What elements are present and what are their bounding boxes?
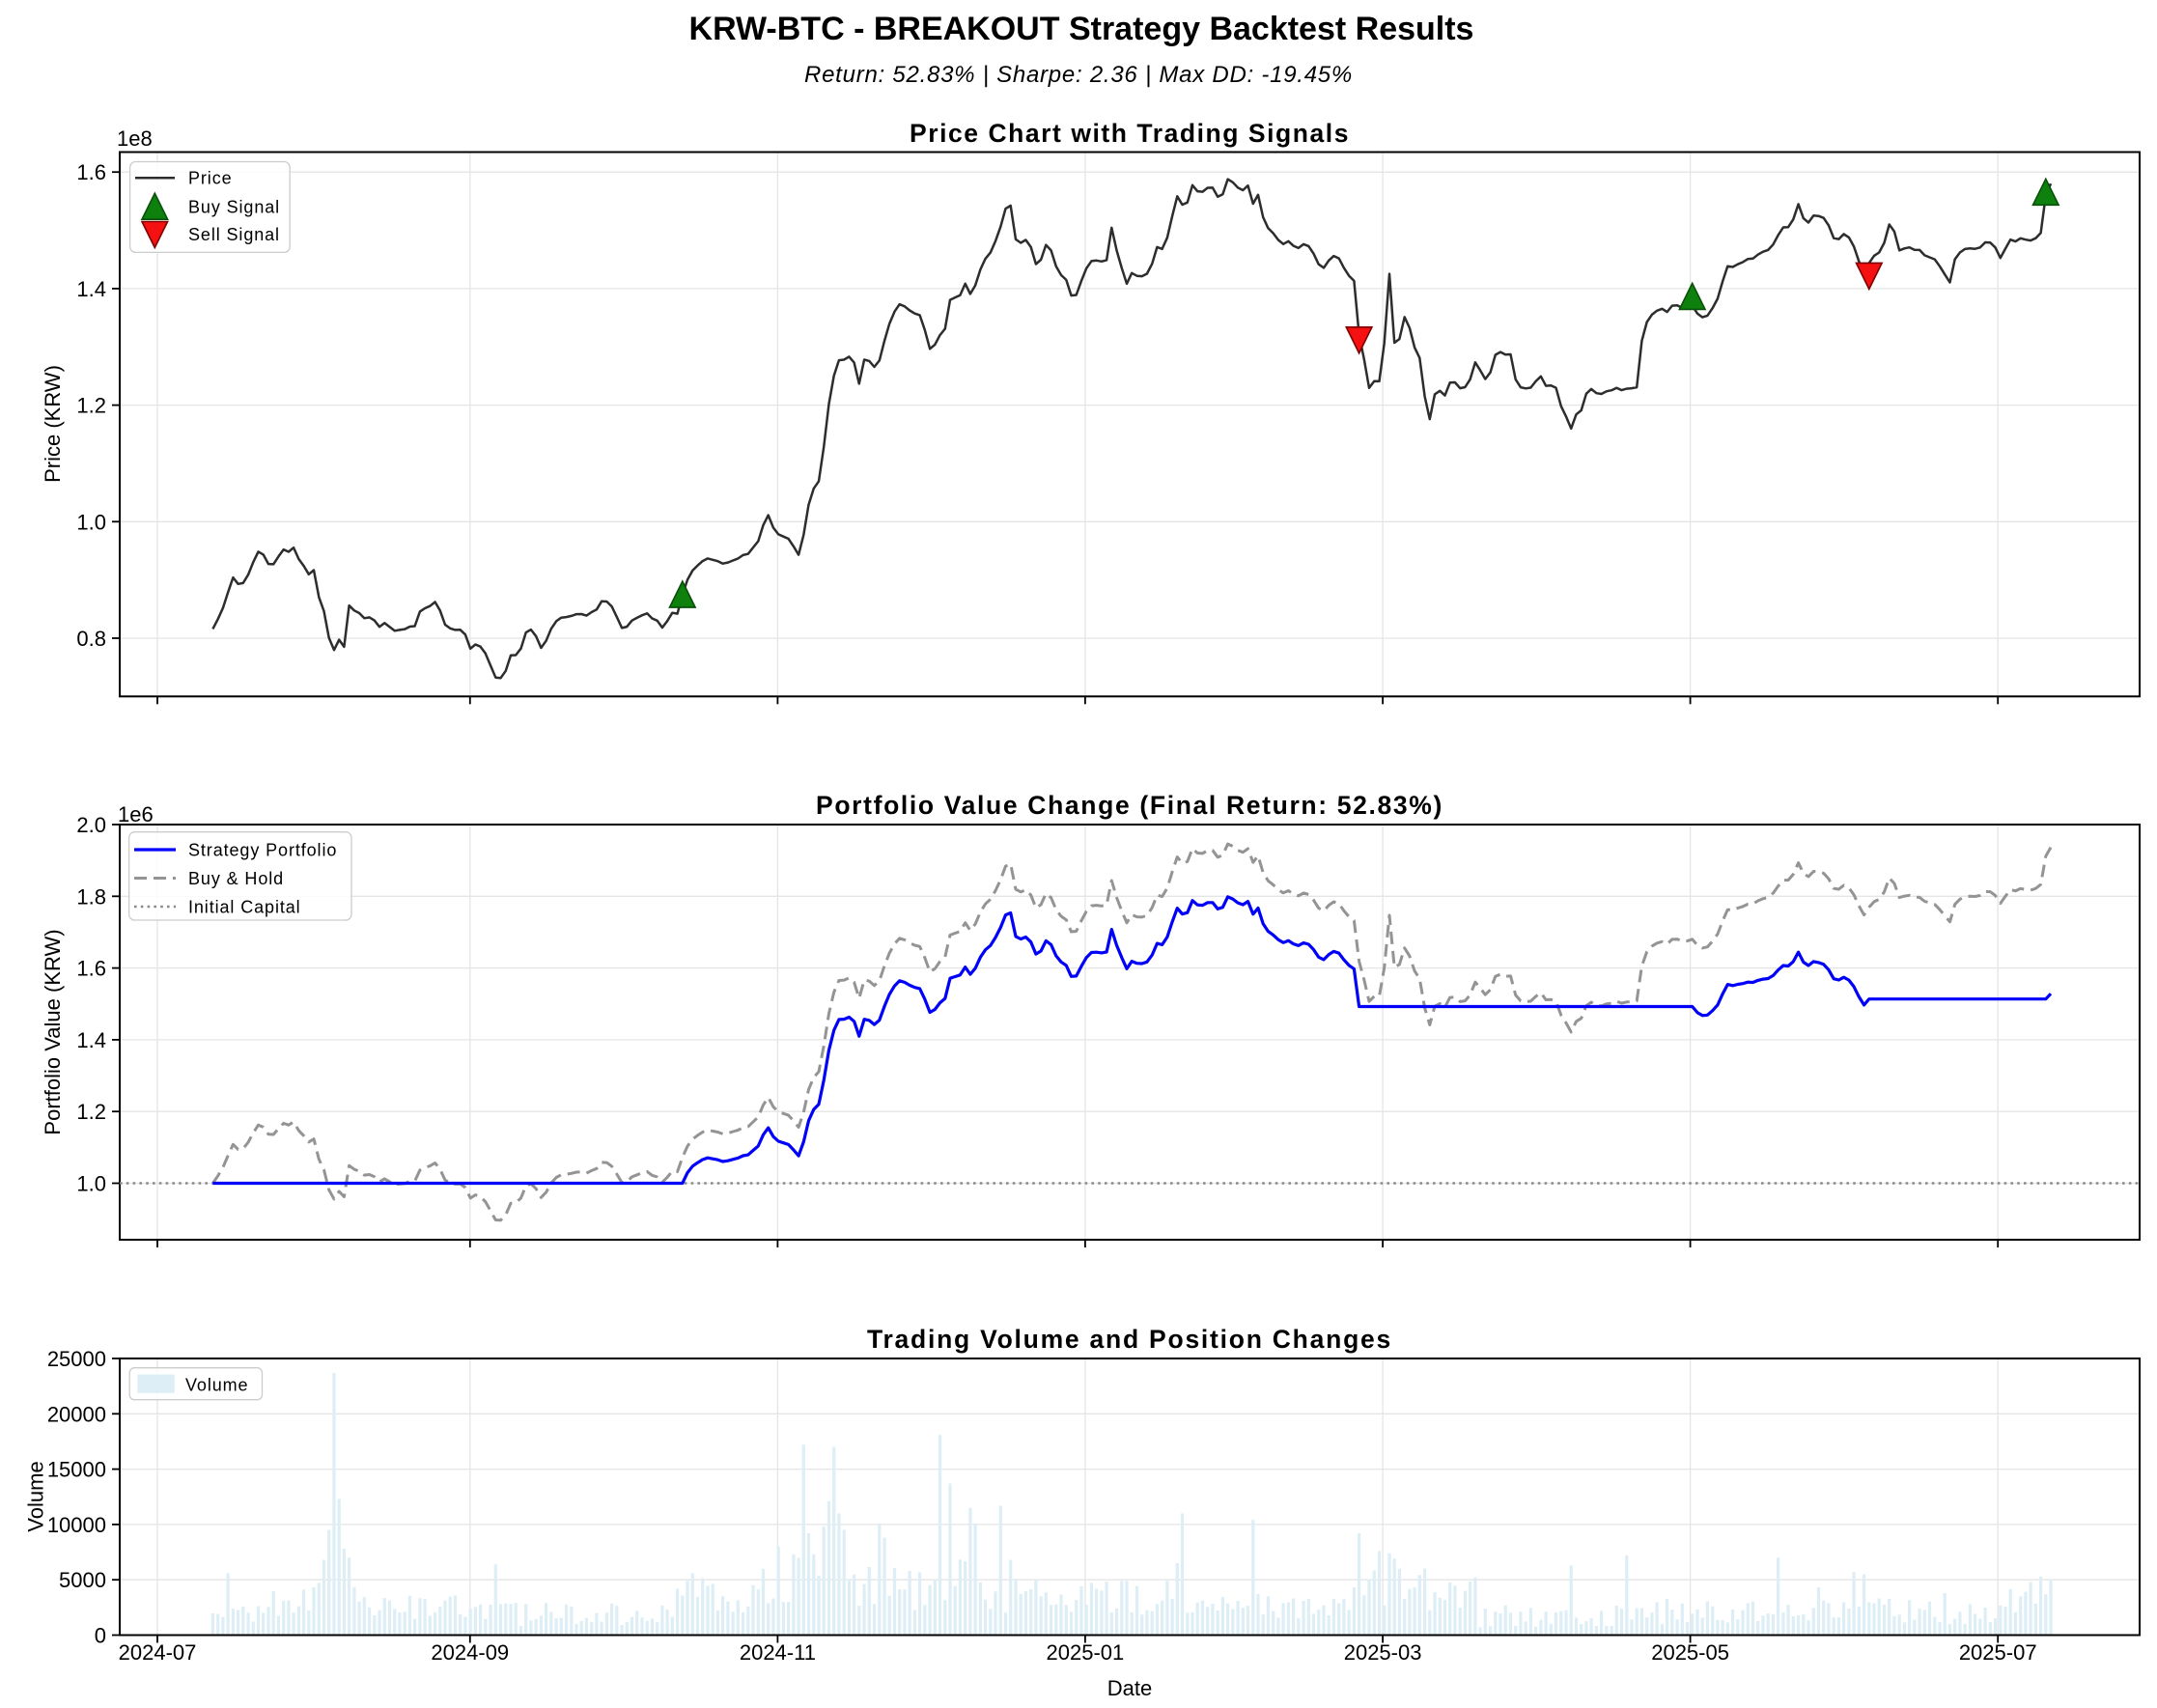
svg-text:20000: 20000	[47, 1402, 106, 1426]
svg-text:2024-09: 2024-09	[431, 1640, 509, 1665]
svg-text:Trading Volume and Position Ch: Trading Volume and Position Changes	[867, 1325, 1392, 1354]
svg-text:Portfolio Value Change (Final: Portfolio Value Change (Final Return: 52…	[816, 791, 1443, 820]
svg-text:Price (KRW): Price (KRW)	[41, 365, 65, 483]
svg-text:Buy Signal: Buy Signal	[188, 198, 280, 217]
svg-text:Volume: Volume	[24, 1461, 48, 1531]
svg-text:1.4: 1.4	[76, 1028, 106, 1052]
svg-text:15000: 15000	[47, 1458, 106, 1482]
svg-text:1.0: 1.0	[76, 1172, 106, 1196]
svg-text:1.2: 1.2	[76, 394, 106, 418]
svg-text:Price: Price	[188, 169, 233, 188]
svg-text:KRW-BTC - BREAKOUT Strategy Ba: KRW-BTC - BREAKOUT Strategy Backtest Res…	[689, 11, 1474, 47]
svg-text:5000: 5000	[59, 1568, 106, 1592]
svg-text:1.6: 1.6	[76, 957, 106, 981]
svg-text:2025-01: 2025-01	[1047, 1640, 1125, 1665]
svg-text:1.2: 1.2	[76, 1100, 106, 1124]
svg-text:Buy & Hold: Buy & Hold	[188, 869, 284, 888]
svg-text:Portfolio Value (KRW): Portfolio Value (KRW)	[41, 929, 65, 1134]
svg-text:2025-03: 2025-03	[1344, 1640, 1422, 1665]
svg-text:Sell Signal: Sell Signal	[188, 225, 280, 244]
svg-text:2024-11: 2024-11	[740, 1640, 816, 1665]
svg-text:1.4: 1.4	[76, 277, 106, 301]
svg-text:Price Chart with Trading Signa: Price Chart with Trading Signals	[910, 119, 1350, 148]
svg-text:0.8: 0.8	[76, 627, 106, 651]
svg-text:10000: 10000	[47, 1513, 106, 1537]
svg-text:Return: 52.83% | Sharpe: 2.36: Return: 52.83% | Sharpe: 2.36 | Max DD: …	[804, 62, 1353, 88]
svg-text:1.8: 1.8	[76, 884, 106, 909]
svg-text:Volume: Volume	[185, 1376, 248, 1395]
svg-text:1.6: 1.6	[76, 160, 106, 184]
svg-text:1.0: 1.0	[76, 510, 106, 534]
svg-text:2024-07: 2024-07	[119, 1640, 197, 1665]
svg-text:1e6: 1e6	[118, 802, 154, 826]
svg-text:0: 0	[95, 1624, 106, 1648]
svg-text:Strategy Portfolio: Strategy Portfolio	[188, 841, 337, 860]
svg-text:Initial Capital: Initial Capital	[188, 898, 301, 917]
svg-text:25000: 25000	[47, 1347, 106, 1371]
svg-text:2025-05: 2025-05	[1651, 1640, 1729, 1665]
svg-text:2.0: 2.0	[76, 813, 106, 837]
svg-text:1e8: 1e8	[117, 126, 153, 151]
svg-text:Date: Date	[1107, 1676, 1152, 1700]
svg-text:2025-07: 2025-07	[1959, 1640, 2037, 1665]
